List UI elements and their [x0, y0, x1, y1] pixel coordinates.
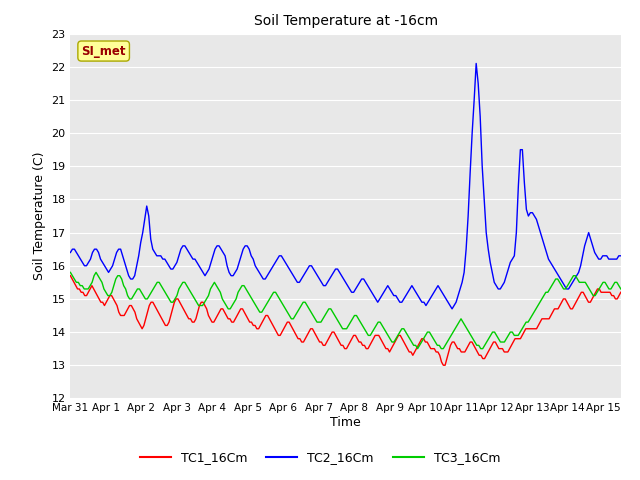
- Y-axis label: Soil Temperature (C): Soil Temperature (C): [33, 152, 45, 280]
- Legend: TC1_16Cm, TC2_16Cm, TC3_16Cm: TC1_16Cm, TC2_16Cm, TC3_16Cm: [134, 446, 506, 469]
- Text: SI_met: SI_met: [81, 45, 126, 58]
- Title: Soil Temperature at -16cm: Soil Temperature at -16cm: [253, 14, 438, 28]
- X-axis label: Time: Time: [330, 416, 361, 429]
